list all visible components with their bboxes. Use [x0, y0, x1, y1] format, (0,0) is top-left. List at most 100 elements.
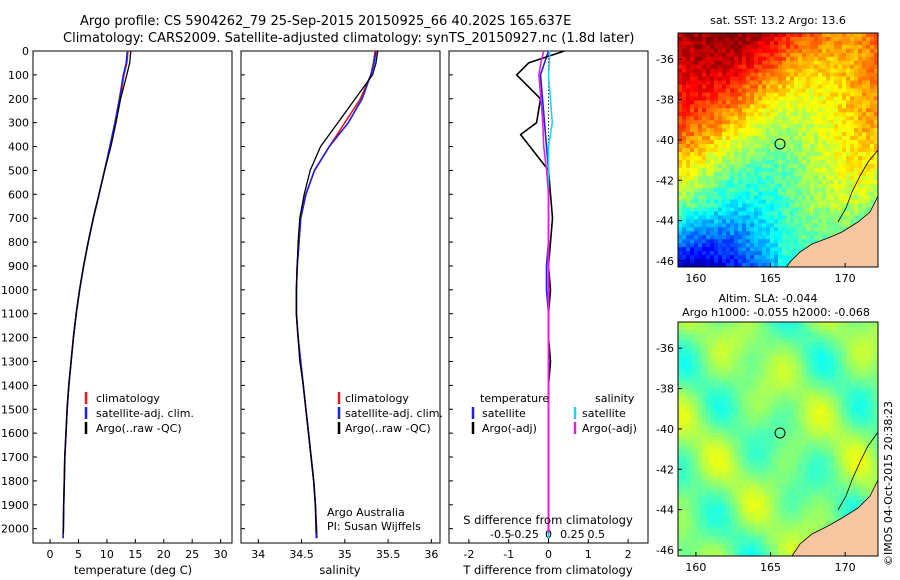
sst-cell [842, 44, 847, 50]
sla-cell [794, 337, 799, 343]
sst-cell [726, 187, 731, 193]
sla-cell [782, 425, 787, 430]
sla-cell [726, 448, 731, 454]
sst-cell [822, 231, 827, 236]
sla-cell [686, 389, 691, 394]
sst-cell [710, 88, 715, 93]
sst-cell [850, 155, 855, 161]
sst-cell [722, 199, 727, 204]
sla-cell [746, 409, 751, 414]
sst-cell [846, 120, 851, 125]
sla-cell [862, 357, 867, 363]
sst-cell [734, 132, 739, 137]
sst-cell [690, 36, 695, 42]
sst-cell [766, 235, 771, 240]
sla-cell [702, 393, 707, 398]
sst-cell [838, 140, 843, 145]
sst-cell [834, 211, 839, 216]
sla-cell [714, 464, 719, 470]
sst-cell [858, 36, 863, 42]
sst-cell [854, 76, 859, 81]
sla-cell [690, 337, 695, 343]
x-tick-label: -2 [463, 548, 474, 561]
sst-cell [706, 144, 711, 149]
sla-cell [778, 322, 783, 327]
sla-cell [690, 349, 695, 355]
sla-cell [782, 353, 787, 359]
sst-cell [774, 52, 779, 58]
sla-cell [802, 361, 807, 367]
sst-map-frame [677, 32, 879, 268]
sla-cell [786, 361, 791, 367]
sla-cell [810, 409, 815, 414]
sla-cell [866, 433, 871, 438]
sst-cell [794, 136, 799, 141]
sst-cell [746, 171, 751, 177]
sst-cell [678, 136, 683, 141]
sla-cell [722, 373, 727, 378]
sst-cell [858, 167, 863, 173]
sst-cell [766, 120, 771, 125]
sst-cell [730, 128, 735, 133]
sst-cell [782, 159, 787, 165]
sst-cell [710, 148, 715, 153]
sla-cell [686, 381, 691, 386]
sst-cell [870, 132, 875, 137]
sla-cell [738, 401, 743, 406]
sla-cell [794, 456, 799, 462]
sst-cell [746, 219, 751, 224]
sst-cell [814, 175, 819, 181]
sla-cell [734, 417, 739, 422]
sst-cell [782, 263, 787, 267]
sla-cell [726, 369, 731, 374]
sst-cell [786, 68, 791, 74]
sst-cell [810, 211, 815, 216]
series-line-climatology [62, 50, 129, 539]
salinity-legend: climatology satellite-adj. clim. Argo(..… [327, 392, 443, 533]
sla-cell [770, 345, 775, 351]
sla-cell [750, 413, 755, 418]
sst-cell [822, 60, 827, 66]
sla-cell [830, 405, 835, 410]
sst-cell [798, 88, 803, 93]
sst-cell [794, 243, 799, 248]
sst-cell [870, 96, 875, 101]
sla-cell [750, 389, 755, 394]
sst-cell [846, 100, 851, 105]
sst-cell [762, 64, 767, 70]
sst-cell [730, 84, 735, 89]
sst-cell [854, 219, 859, 224]
sla-cell [678, 429, 683, 434]
sst-cell [866, 155, 871, 161]
sst-cell [706, 255, 711, 260]
sla-cell [818, 401, 823, 406]
sla-cell [806, 440, 811, 446]
sst-cell [842, 215, 847, 220]
sst-cell [834, 128, 839, 133]
sla-cell [722, 437, 727, 442]
sla-cell [866, 337, 871, 343]
sst-cell [754, 33, 759, 38]
sst-cell [770, 187, 775, 193]
sst-cell [722, 33, 727, 38]
sla-cell [742, 333, 747, 339]
sla-cell [742, 452, 747, 458]
sla-cell [870, 322, 875, 327]
sst-cell [806, 100, 811, 105]
sla-cell [774, 333, 779, 339]
sst-cell [790, 140, 795, 145]
sla-cell [838, 444, 843, 450]
sst-cell [714, 151, 719, 157]
sst-cell [766, 199, 771, 204]
sla-cell [782, 325, 787, 331]
sst-cell [714, 136, 719, 141]
sst-cell [774, 159, 779, 165]
sst-cell [818, 64, 823, 70]
sla-cell [818, 377, 823, 382]
sst-cell [746, 179, 751, 185]
sst-cell [706, 223, 711, 228]
sst-cell [866, 171, 871, 177]
sst-cell [758, 100, 763, 105]
sst-cell [862, 92, 867, 97]
sst-cell [778, 108, 783, 113]
